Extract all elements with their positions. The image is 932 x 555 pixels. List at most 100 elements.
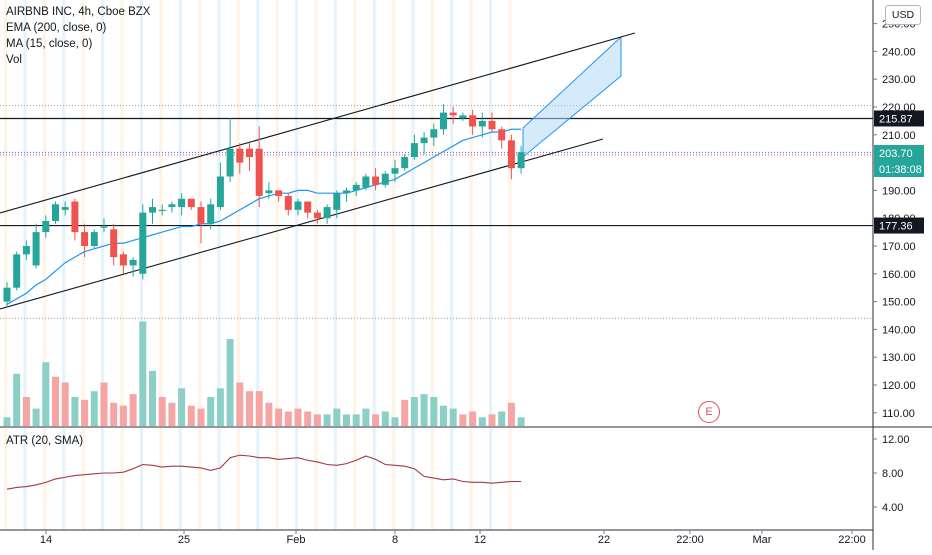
- session-stripe: [508, 0, 512, 426]
- candle-body[interactable]: [90, 232, 98, 246]
- candle-body[interactable]: [275, 190, 283, 196]
- volume-bar: [498, 411, 506, 426]
- price-axis-label-text: 177.36: [879, 221, 913, 233]
- candle-body[interactable]: [32, 232, 40, 266]
- candle-body[interactable]: [61, 207, 69, 210]
- candle-body[interactable]: [236, 148, 244, 163]
- candle-body[interactable]: [381, 173, 389, 185]
- candle-body[interactable]: [343, 190, 350, 194]
- volume-bar: [90, 391, 98, 426]
- candle-body[interactable]: [149, 207, 156, 213]
- candle-body[interactable]: [13, 254, 21, 288]
- session-stripe: [101, 428, 105, 530]
- price-tick-label: 190.00: [882, 185, 916, 197]
- candle-body[interactable]: [71, 201, 79, 233]
- price-axis-label-box: [874, 145, 924, 161]
- candle-body[interactable]: [168, 204, 176, 208]
- candle-body[interactable]: [119, 254, 127, 266]
- volume-bar: [61, 382, 69, 426]
- session-stripe: [489, 428, 493, 530]
- volume-bar: [168, 402, 176, 426]
- candle-body[interactable]: [459, 115, 467, 119]
- atr-tick-label: 8.00: [882, 468, 903, 480]
- volume-bar: [100, 382, 108, 426]
- session-stripe: [295, 0, 299, 426]
- candle-body[interactable]: [207, 204, 215, 224]
- volume-bar: [304, 411, 312, 426]
- candle-body[interactable]: [129, 259, 137, 266]
- candle-body[interactable]: [284, 195, 292, 210]
- candle-body[interactable]: [469, 115, 477, 127]
- candle-body[interactable]: [488, 120, 496, 130]
- session-stripe: [4, 0, 8, 426]
- candle-body[interactable]: [22, 246, 30, 255]
- candle-body[interactable]: [52, 204, 59, 221]
- candle-body[interactable]: [246, 148, 253, 158]
- candle-body[interactable]: [517, 152, 525, 169]
- candle-body[interactable]: [216, 176, 224, 208]
- candle-body[interactable]: [42, 220, 50, 233]
- candle-body[interactable]: [362, 176, 370, 188]
- candle-body[interactable]: [372, 176, 380, 185]
- time-tick-label: Feb: [287, 534, 306, 546]
- atr-tick-label: 4.00: [882, 502, 903, 514]
- session-stripe: [81, 0, 85, 426]
- volume-bar: [410, 397, 418, 426]
- upper-trend-line[interactable]: [0, 32, 636, 214]
- candle-body[interactable]: [401, 157, 409, 169]
- volume-bar: [42, 362, 50, 426]
- candle-body[interactable]: [352, 184, 360, 191]
- session-stripe: [469, 428, 473, 530]
- currency-button[interactable]: USD: [885, 5, 921, 25]
- projection-channel-band[interactable]: [522, 35, 622, 159]
- session-stripe: [411, 0, 415, 426]
- candle-body[interactable]: [323, 207, 331, 219]
- candle-body[interactable]: [81, 232, 89, 246]
- session-stripe: [236, 428, 240, 530]
- candle-body[interactable]: [410, 143, 418, 158]
- candle-body[interactable]: [139, 212, 147, 274]
- ema-indicator-label[interactable]: EMA (200, close, 0): [6, 22, 107, 34]
- candle-body[interactable]: [255, 148, 263, 196]
- volume-bar: [246, 391, 253, 426]
- candle-body[interactable]: [498, 129, 506, 141]
- candle-body[interactable]: [449, 112, 457, 116]
- earnings-marker-icon[interactable]: E: [698, 401, 720, 423]
- volume-bar: [401, 399, 409, 426]
- candle-body[interactable]: [110, 229, 118, 258]
- volume-bar: [32, 408, 40, 426]
- candle-body[interactable]: [100, 226, 108, 228]
- volume-indicator-label[interactable]: Vol: [6, 54, 22, 66]
- candle-body[interactable]: [333, 193, 341, 210]
- candle-body[interactable]: [197, 207, 205, 224]
- candle-body[interactable]: [3, 287, 11, 302]
- ma-indicator-label[interactable]: MA (15, close, 0): [6, 38, 93, 50]
- time-tick-label: 8: [392, 534, 398, 546]
- candle-body[interactable]: [440, 112, 447, 130]
- candle-body[interactable]: [304, 201, 312, 213]
- candle-body[interactable]: [391, 168, 399, 174]
- lower-trend-line[interactable]: [0, 138, 604, 310]
- candle-body[interactable]: [265, 190, 273, 194]
- candle-body[interactable]: [478, 120, 486, 127]
- candle-body[interactable]: [420, 137, 428, 144]
- candle-body[interactable]: [178, 198, 186, 208]
- candle-body[interactable]: [158, 209, 166, 212]
- candle-body[interactable]: [507, 140, 515, 169]
- volume-bar: [333, 408, 341, 426]
- volume-bar: [459, 414, 467, 426]
- volume-bar: [313, 414, 321, 426]
- candle-body[interactable]: [430, 129, 438, 138]
- session-stripe: [411, 428, 415, 530]
- candle-body[interactable]: [294, 201, 302, 210]
- volume-bar: [158, 397, 166, 426]
- volume-bar: [343, 414, 350, 426]
- atr-indicator-label[interactable]: ATR (20, SMA): [6, 435, 84, 447]
- price-tick-label: 160.00: [882, 269, 916, 281]
- candle-body[interactable]: [226, 148, 234, 177]
- volume-bar: [352, 414, 360, 426]
- candle-body[interactable]: [187, 198, 195, 208]
- candle-body[interactable]: [313, 212, 321, 219]
